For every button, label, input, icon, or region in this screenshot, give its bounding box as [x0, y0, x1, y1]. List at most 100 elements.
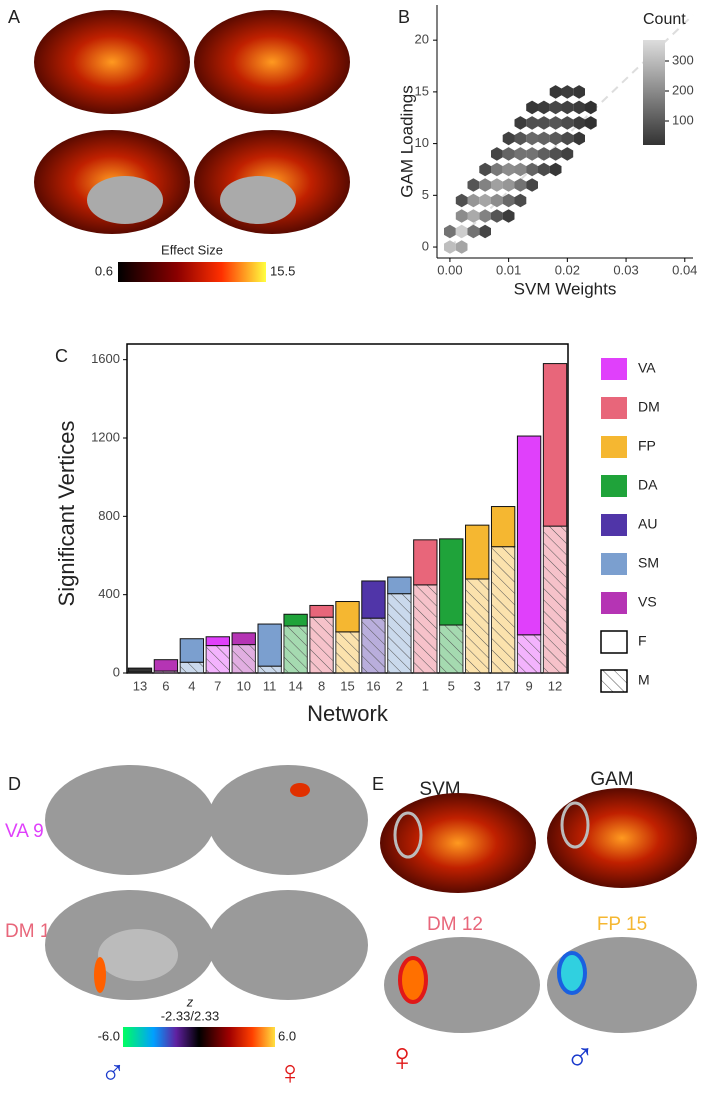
brain [547, 788, 697, 888]
hexbin [549, 100, 562, 115]
legend-label: DA [638, 477, 658, 493]
legend-label: VS [638, 594, 657, 610]
x-tick-label: 5 [448, 678, 455, 693]
legend-swatch [601, 553, 627, 575]
brain-title: GAM [590, 769, 633, 790]
colorbar [643, 40, 665, 145]
hexbin [467, 178, 480, 192]
hexbin [561, 100, 574, 115]
bar-segment [257, 623, 282, 667]
y-tick-label: 400 [98, 586, 120, 601]
legend-label: F [638, 633, 647, 649]
bar-hatch [542, 525, 568, 674]
hexbin [455, 224, 468, 239]
hexbin [502, 162, 515, 177]
hexbin [502, 178, 515, 192]
hexbin [467, 224, 480, 239]
bar-hatch [283, 625, 308, 674]
brain [45, 765, 215, 875]
colorbar-mid: -2.33/2.33 [161, 1008, 220, 1023]
bar-hatch [361, 617, 386, 674]
brain-medial-wall [220, 176, 296, 224]
hexbin [561, 116, 574, 130]
colorbar-label: 0.6 [95, 263, 113, 278]
male-symbol: ♂ [565, 1036, 595, 1080]
panel-label: C [55, 346, 68, 366]
hexbin [573, 100, 585, 115]
bar-hatch [335, 631, 360, 674]
bar-hatch [205, 645, 230, 674]
colorbar-title: z [186, 994, 194, 1009]
x-tick-label: 11 [263, 678, 277, 693]
x-axis-label: Network [307, 701, 389, 726]
hexbin [514, 131, 527, 146]
hexbin [526, 100, 538, 115]
bar-segment [465, 524, 490, 580]
brain-medial-wall [87, 176, 163, 224]
y-tick-label: 10 [415, 135, 429, 150]
colorbar-tick-label: 100 [672, 112, 694, 127]
hexbin [514, 162, 527, 177]
hexbin [561, 131, 574, 146]
y-axis-label: Significant Vertices [54, 421, 79, 607]
legend-label: DM [638, 399, 660, 415]
colorbar-title: Count [643, 11, 686, 28]
colorbar-tick-label: 300 [672, 52, 694, 67]
x-tick-label: 0.03 [613, 262, 638, 277]
colorbar-label: 6.0 [278, 1028, 296, 1043]
bar-hatch [179, 661, 205, 674]
panel-label: D [8, 774, 21, 794]
bar-segment [179, 638, 205, 663]
hexbin [502, 209, 515, 223]
brain [208, 890, 368, 1000]
bar-segment [127, 667, 153, 673]
y-tick-label: 5 [422, 187, 429, 202]
legend-swatch [601, 436, 627, 458]
x-tick-label: 12 [548, 678, 562, 693]
panel-label: B [398, 7, 410, 27]
colorbar [123, 1027, 275, 1047]
x-tick-label: 0.00 [437, 262, 462, 277]
legend-swatch [601, 514, 627, 536]
x-tick-label: 0.01 [496, 262, 521, 277]
bar-segment [413, 539, 438, 586]
y-axis-label: GAM Loadings [397, 85, 416, 197]
brain-medial-wall [98, 929, 178, 981]
x-tick-label: 8 [318, 678, 325, 693]
hexbin [573, 116, 585, 130]
panel-label: A [8, 7, 20, 27]
hexbin [479, 224, 491, 239]
hexbin [573, 131, 585, 146]
x-tick-label: 3 [474, 678, 481, 693]
hexbin [479, 193, 491, 208]
hexbin [526, 178, 538, 192]
legend-swatch [600, 669, 628, 693]
hexbin [514, 193, 527, 208]
colorbar-tick-label: 200 [672, 82, 694, 97]
hexbin [538, 147, 550, 161]
bar-segment [231, 632, 256, 646]
y-tick-label: 20 [415, 32, 429, 47]
brain [384, 937, 540, 1033]
hexbin [491, 193, 503, 208]
hexbin [455, 193, 468, 208]
hexbin [584, 100, 597, 115]
panel-d: D VA 9 DM 12 z -2.33/2.33 -6.0 6.0 ♂ ♀ [5, 765, 368, 1092]
bar-segment [309, 604, 334, 618]
bar-segment [387, 576, 412, 595]
x-tick-label: 0.02 [555, 262, 580, 277]
legend-label: AU [638, 516, 657, 532]
legend-label: M [638, 672, 650, 688]
hexbin [444, 224, 456, 239]
bar-segment [283, 613, 308, 627]
colorbar [118, 262, 266, 282]
hexbin [479, 209, 491, 223]
bar-hatch [231, 644, 256, 674]
hexbin [549, 131, 562, 146]
legend-swatch [601, 475, 627, 497]
hexbin [455, 240, 468, 254]
hexbin [514, 147, 527, 161]
hexbin [549, 147, 562, 161]
hexbin [538, 116, 550, 130]
x-tick-label: 10 [237, 678, 251, 693]
